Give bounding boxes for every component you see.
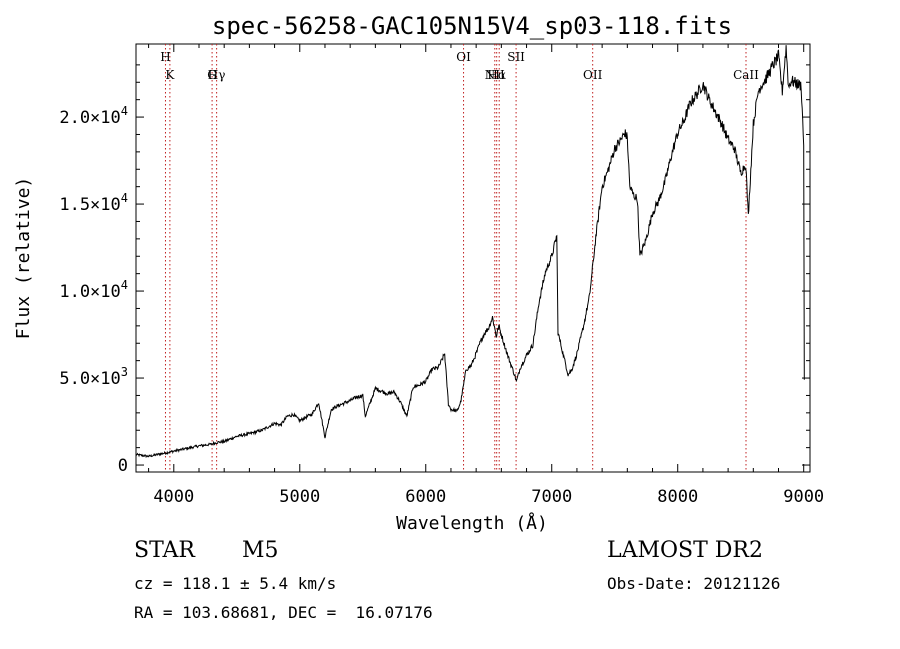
y-tick-mantissa: 1.0×10 bbox=[59, 282, 120, 302]
series-layer bbox=[135, 45, 805, 459]
y-tick-mantissa: 0 bbox=[118, 456, 128, 476]
coordinates: RA = 103.68681, DEC = 16.07176 bbox=[134, 603, 433, 622]
spectral-line-label: OI bbox=[456, 50, 471, 64]
survey-name: LAMOST DR2 bbox=[607, 538, 763, 563]
y-tick-mantissa: 1.5×10 bbox=[59, 195, 120, 215]
spectral-line-label: OII bbox=[583, 68, 603, 82]
line-marker-layer bbox=[164, 44, 747, 472]
x-axis-label: Wavelength (Å) bbox=[396, 512, 548, 534]
spectral-line-label: CaII bbox=[733, 68, 759, 82]
y-tick-mantissa: 2.0×10 bbox=[59, 108, 120, 128]
spectral-line-label: G bbox=[207, 68, 217, 82]
y-tick-mantissa: 5.0×10 bbox=[59, 369, 120, 389]
spectral-line-label: SII bbox=[507, 50, 525, 64]
spectral-line-label: NII bbox=[485, 68, 505, 82]
chart-title: spec-56258-GAC105N15V4_sp03-118.fits bbox=[212, 12, 732, 40]
y-tick-label: 5.0×103 bbox=[59, 365, 128, 389]
y-tick-exponent: 3 bbox=[121, 365, 128, 379]
x-tick-label: 4000 bbox=[153, 487, 194, 507]
axis-tick-layer: 4000 5000 6000 7000 8000 900005.0×1031.0×1041… bbox=[59, 44, 824, 507]
x-tick-label: 8000 bbox=[657, 487, 698, 507]
y-tick-label: 0 bbox=[118, 456, 128, 476]
spectral-line-label: K bbox=[165, 68, 175, 82]
y-tick-label: 1.0×104 bbox=[59, 278, 128, 302]
object-subclass: M5 bbox=[242, 538, 279, 563]
plot-frame bbox=[135, 43, 811, 473]
y-tick-label: 2.0×104 bbox=[59, 104, 128, 128]
object-type: STAR bbox=[134, 538, 195, 563]
observation-date: Obs-Date: 20121126 bbox=[607, 574, 781, 593]
x-tick-label: 7000 bbox=[531, 487, 572, 507]
spectral-line-label: Hα bbox=[487, 68, 506, 82]
redshift-velocity: cz = 118.1 ± 5.4 km/s bbox=[134, 574, 337, 593]
spectral-line-label: H bbox=[160, 50, 170, 64]
y-tick-exponent: 4 bbox=[121, 191, 128, 205]
y-tick-label: 1.5×104 bbox=[59, 191, 128, 215]
x-tick-label: 5000 bbox=[279, 487, 320, 507]
spectral-line-label: Hγ bbox=[208, 68, 226, 82]
y-tick-exponent: 4 bbox=[121, 278, 128, 292]
x-tick-label: 6000 bbox=[405, 487, 446, 507]
spectrum-series-line bbox=[135, 45, 805, 459]
y-axis-label: Flux (relative) bbox=[13, 177, 34, 340]
y-tick-exponent: 4 bbox=[121, 104, 128, 118]
x-tick-label: 9000 bbox=[783, 487, 824, 507]
